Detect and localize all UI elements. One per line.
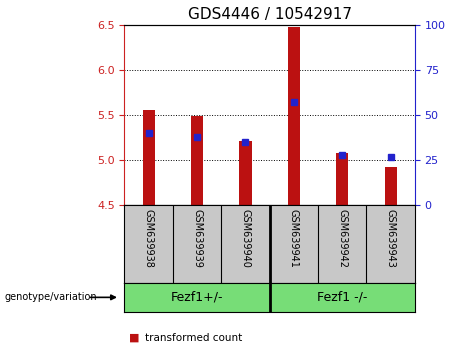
Bar — [124, 283, 270, 312]
Bar — [191, 116, 203, 205]
Bar — [288, 27, 300, 205]
Text: GSM639938: GSM639938 — [144, 209, 154, 268]
Text: GSM639939: GSM639939 — [192, 209, 202, 268]
Bar — [142, 110, 155, 205]
Text: Fezf1+/-: Fezf1+/- — [171, 291, 223, 304]
Text: GSM639940: GSM639940 — [241, 209, 250, 268]
Text: genotype/variation: genotype/variation — [5, 292, 97, 302]
Text: transformed count: transformed count — [145, 333, 242, 343]
Text: GSM639943: GSM639943 — [386, 209, 396, 268]
Bar — [384, 166, 397, 205]
Text: ■: ■ — [129, 333, 140, 343]
Text: GSM639941: GSM639941 — [289, 209, 299, 268]
Bar — [336, 153, 349, 205]
Text: GSM639942: GSM639942 — [337, 209, 347, 268]
Title: GDS4446 / 10542917: GDS4446 / 10542917 — [188, 7, 352, 22]
Text: Fezf1 -/-: Fezf1 -/- — [317, 291, 367, 304]
Bar — [239, 141, 252, 205]
Bar — [270, 283, 415, 312]
